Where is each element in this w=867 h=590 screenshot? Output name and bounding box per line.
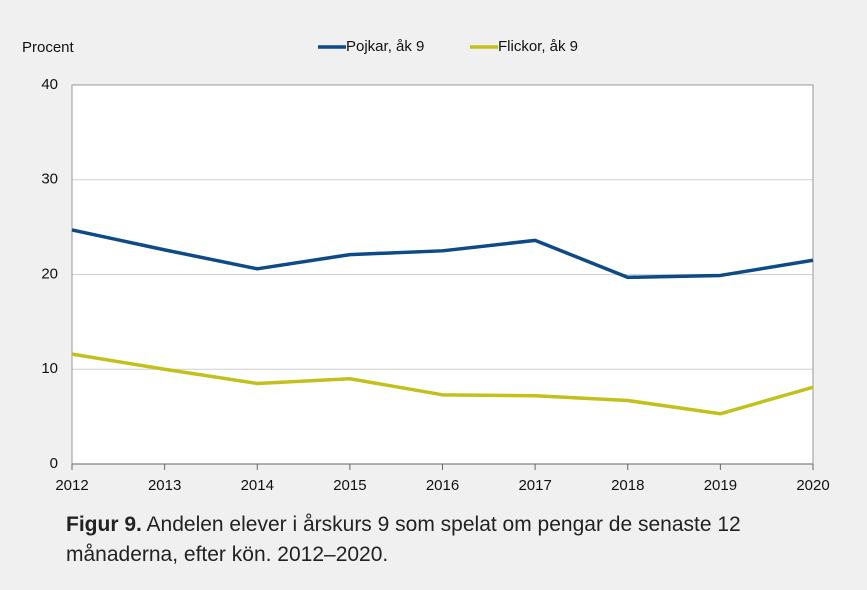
y-tick-label: 40 xyxy=(41,76,58,93)
x-tick-label: 2012 xyxy=(55,477,88,494)
x-tick-label: 2014 xyxy=(241,477,274,494)
y-tick-label: 10 xyxy=(41,360,58,377)
y-tick-label: 30 xyxy=(41,171,58,188)
series-line xyxy=(71,228,814,280)
caption-label: Figur 9. xyxy=(66,513,142,536)
x-tick-label: 2019 xyxy=(704,477,737,494)
legend-label: Flickor, åk 9 xyxy=(498,38,578,55)
series-line xyxy=(71,352,814,416)
x-tick-label: 2017 xyxy=(518,477,551,494)
caption-text: Andelen elever i årskurs 9 som spelat om… xyxy=(66,513,741,566)
legend-label: Pojkar, åk 9 xyxy=(346,38,424,55)
x-tick-label: 2016 xyxy=(426,477,459,494)
x-tick-label: 2020 xyxy=(796,477,829,494)
y-tick-label: 0 xyxy=(50,455,58,472)
chart: Procent 0 10 20 30 40 2012 2013 2014 2015 2016 201… xyxy=(22,38,830,494)
x-tick-label: 2018 xyxy=(611,477,644,494)
caption: Figur 9. Andelen elever i årskurs 9 som … xyxy=(66,510,826,570)
x-tick-label: 2015 xyxy=(333,477,366,494)
y-tick-label: 20 xyxy=(41,265,58,282)
y-axis-label: Procent xyxy=(22,39,75,56)
x-tick-label: 2013 xyxy=(148,477,181,494)
